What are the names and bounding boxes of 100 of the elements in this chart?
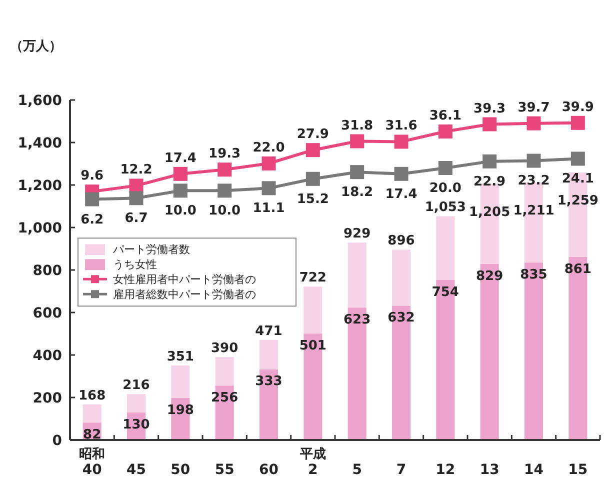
point (526, 116, 541, 130)
point (438, 161, 452, 175)
bar (126, 394, 146, 412)
y-tick-label: 1,600 (18, 93, 62, 109)
point (482, 117, 497, 132)
x-tick-label: 55 (214, 462, 234, 478)
data-label: 6.2 (80, 212, 104, 228)
data-label: 9.6 (80, 168, 104, 184)
data-label: 22.0 (252, 140, 285, 156)
data-label: 632 (388, 310, 415, 326)
y-tick-label: 0 (52, 433, 62, 449)
data-label: 31.6 (385, 118, 418, 134)
legend-label: うち女性 (113, 258, 157, 272)
data-label: 861 (564, 262, 592, 278)
point (350, 134, 364, 148)
x-tick-label: 14 (524, 462, 544, 478)
point (129, 191, 144, 206)
point (85, 192, 100, 206)
y-tick-label: 600 (32, 306, 62, 322)
data-label: 12.2 (120, 162, 152, 178)
data-label: 10.0 (164, 204, 196, 219)
data-label: 6.7 (124, 211, 148, 226)
data-label: 754 (432, 284, 459, 300)
x-tick-label: 7 (396, 462, 406, 478)
point (570, 116, 585, 130)
x-tick-label: 12 (436, 462, 456, 478)
data-label: 18.2 (341, 185, 374, 200)
data-label: 333 (255, 374, 282, 390)
data-label: 198 (166, 402, 194, 418)
data-label: 19.3 (208, 146, 241, 162)
point (218, 162, 232, 177)
data-label: 31.8 (341, 118, 374, 134)
data-label: 23.2 (518, 174, 550, 189)
total-label: 1,211 (513, 204, 554, 219)
point (570, 152, 585, 166)
data-label: 835 (520, 268, 548, 283)
point (262, 181, 276, 196)
bar (304, 286, 322, 334)
data-label: 623 (344, 312, 371, 328)
bar (392, 250, 411, 306)
bar (259, 340, 278, 370)
total-label: 722 (299, 270, 326, 286)
point (218, 184, 232, 198)
data-label: 24.1 (562, 172, 594, 187)
x-tick-label: 昭和40 (79, 446, 106, 478)
legend-label: 女性雇用者中パート労働者の (113, 273, 256, 286)
bar (215, 357, 234, 386)
y-tick-label: 1,200 (18, 178, 62, 194)
y-tick-label: 800 (32, 263, 62, 279)
data-label: 130 (122, 417, 150, 432)
data-label: 17.4 (385, 186, 418, 202)
total-label: 390 (211, 341, 238, 356)
data-label: 829 (476, 268, 504, 284)
data-label: 36.1 (429, 108, 462, 124)
data-label: 10.0 (208, 204, 241, 219)
data-label: 501 (299, 338, 326, 354)
total-label: 1,205 (469, 204, 510, 220)
data-label: 39.3 (474, 101, 506, 116)
x-tick-label: 45 (126, 462, 146, 478)
point (306, 143, 320, 158)
data-label: 15.2 (296, 192, 329, 207)
y-tick-label: 200 (32, 390, 62, 406)
data-label: 82 (83, 428, 102, 443)
x-tick-label: 13 (480, 462, 500, 478)
y-tick-label: 1,400 (18, 136, 62, 152)
total-label: 471 (255, 324, 282, 339)
bar (348, 242, 366, 308)
data-label: 17.4 (164, 150, 196, 166)
x-tick-label: 50 (170, 462, 190, 478)
point (438, 124, 452, 139)
point (482, 154, 497, 168)
data-label: 11.1 (252, 201, 285, 216)
data-label: 20.0 (429, 181, 462, 196)
x-tick-label: 15 (568, 462, 588, 478)
data-label: 39.7 (518, 100, 550, 116)
legend-label: 雇用者総数中パート労働者の (113, 288, 256, 302)
point (262, 156, 276, 170)
y-axis-title: （万人） (10, 39, 62, 54)
total-label: 216 (122, 378, 150, 394)
total-label: 929 (344, 226, 371, 242)
total-label: 1,259 (557, 193, 598, 208)
total-label: 896 (388, 234, 415, 249)
x-tick-label: 5 (352, 462, 362, 478)
point (394, 134, 408, 149)
total-label: 351 (166, 349, 194, 364)
total-label: 1,053 (424, 200, 466, 216)
point (394, 166, 408, 181)
bar (171, 365, 190, 398)
point (173, 166, 188, 181)
y-tick-label: 400 (32, 348, 62, 364)
data-label: 39.9 (562, 100, 594, 115)
data-label: 22.9 (474, 174, 506, 190)
x-tick-label: 60 (259, 462, 279, 478)
point (350, 165, 364, 180)
bar (82, 404, 102, 423)
point (526, 154, 541, 168)
y-tick-label: 1,000 (18, 220, 62, 236)
data-label: 27.9 (296, 127, 329, 142)
x-tick-label: 平成2 (298, 447, 326, 478)
point (306, 172, 320, 186)
